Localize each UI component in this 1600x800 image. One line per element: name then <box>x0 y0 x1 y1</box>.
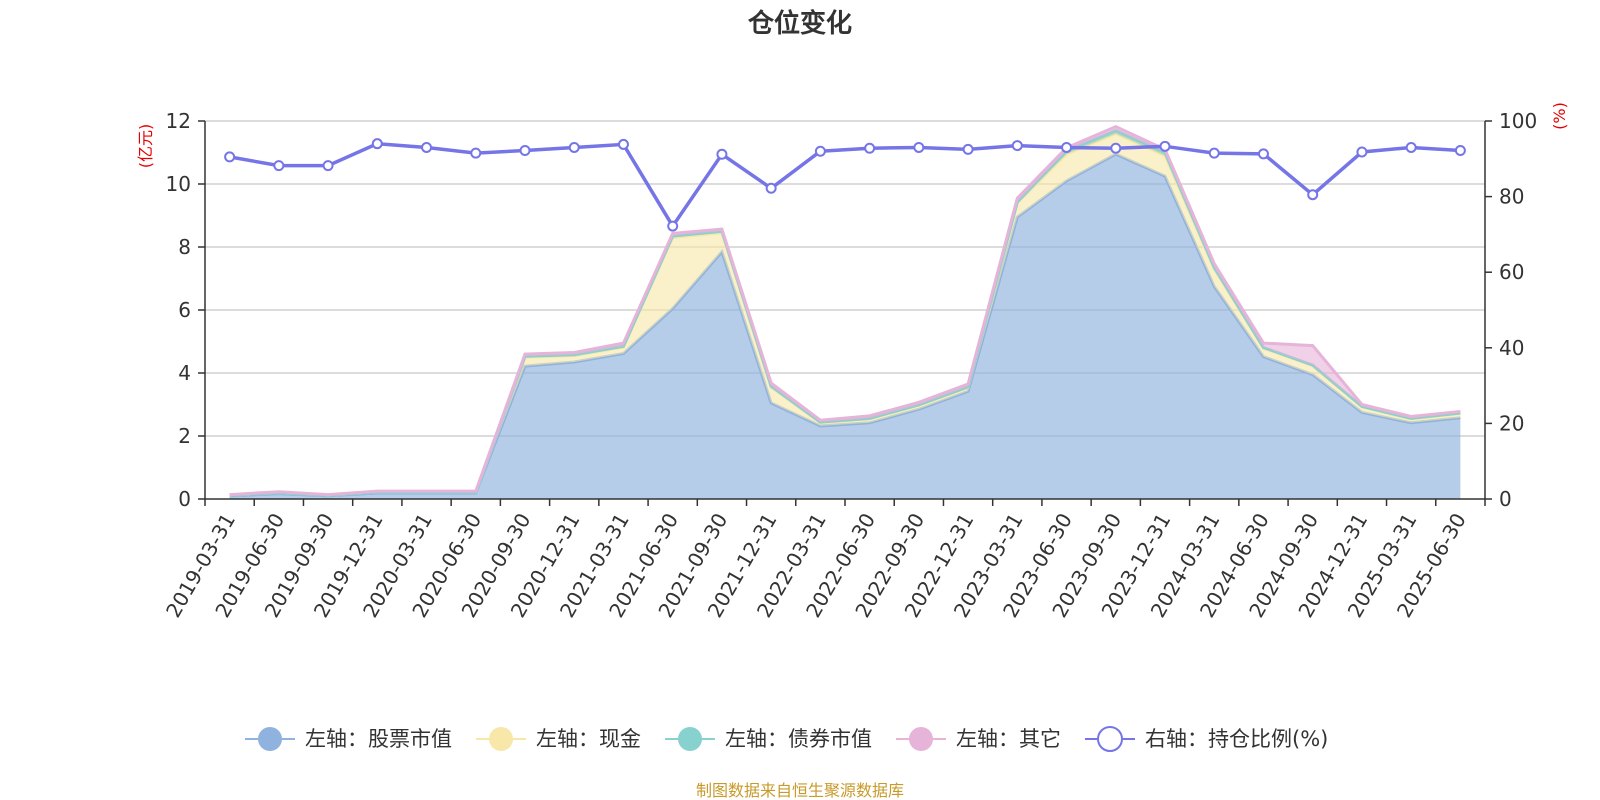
ratio-point <box>1405 141 1417 153</box>
ratio-point <box>224 151 236 163</box>
ratio-point <box>913 141 925 153</box>
legend-marker <box>1097 726 1123 752</box>
left-tick-label: 4 <box>178 361 191 385</box>
left-tick-label: 8 <box>178 235 191 259</box>
ratio-point <box>1011 140 1023 152</box>
ratio-point <box>1061 141 1073 153</box>
left-axis-unit: (亿元) <box>136 124 155 169</box>
area-stock <box>229 154 1461 499</box>
ratio-point <box>617 138 629 150</box>
chart-title: 仓位变化 <box>747 8 852 39</box>
ratio-point <box>322 160 334 172</box>
ratio-point <box>273 160 285 172</box>
ratio-point <box>716 148 728 160</box>
source-note: 制图数据来自恒生聚源数据库 <box>696 781 904 800</box>
legend-label: 左轴：现金 <box>536 727 641 751</box>
left-tick-label: 0 <box>178 487 191 511</box>
ratio-point <box>667 220 679 232</box>
ratio-point <box>1454 144 1466 156</box>
legend: 左轴：股票市值 左轴：现金 左轴：债券市值 左轴：其它 右轴：持仓比例(%) <box>245 726 1328 752</box>
right-tick-label: 20 <box>1499 411 1524 435</box>
right-tick-label: 100 <box>1499 109 1537 133</box>
stacked-areas <box>229 125 1461 499</box>
right-tick-label: 80 <box>1499 185 1524 209</box>
ratio-point <box>568 141 580 153</box>
area-cash <box>229 133 1461 496</box>
ratio-point <box>371 138 383 150</box>
left-tick-label: 12 <box>166 109 191 133</box>
ratio-point <box>1307 189 1319 201</box>
ratio-line <box>229 141 1461 230</box>
ratio-point <box>1110 142 1122 154</box>
legend-label: 左轴：股票市值 <box>305 727 452 751</box>
right-tick-label: 0 <box>1499 487 1512 511</box>
left-tick-label: 6 <box>178 298 191 322</box>
legend-marker <box>258 727 282 751</box>
legend-label: 左轴：债券市值 <box>725 727 872 751</box>
legend-label: 右轴：持仓比例(%) <box>1145 727 1328 751</box>
area-edge-other <box>229 125 1461 497</box>
ratio-point <box>962 143 974 155</box>
ratio-point <box>421 141 433 153</box>
legend-marker <box>678 727 702 751</box>
ratio-point <box>470 147 482 159</box>
right-tick-label: 60 <box>1499 260 1524 284</box>
left-tick-label: 2 <box>178 424 191 448</box>
ratio-point <box>814 145 826 157</box>
ratio-point <box>864 142 876 154</box>
left-tick-label: 10 <box>166 172 191 196</box>
ratio-point <box>765 182 777 194</box>
legend-marker <box>909 727 933 751</box>
ratio-series <box>224 138 1466 232</box>
ratio-point <box>1356 146 1368 158</box>
right-tick-label: 40 <box>1499 336 1524 360</box>
ratio-point <box>1159 140 1171 152</box>
legend-label: 左轴：其它 <box>956 727 1061 751</box>
legend-marker <box>489 727 513 751</box>
ratio-point <box>519 144 531 156</box>
ratio-point <box>1257 148 1269 160</box>
ratio-point <box>1208 147 1220 159</box>
right-axis-unit: (%) <box>1550 102 1569 130</box>
